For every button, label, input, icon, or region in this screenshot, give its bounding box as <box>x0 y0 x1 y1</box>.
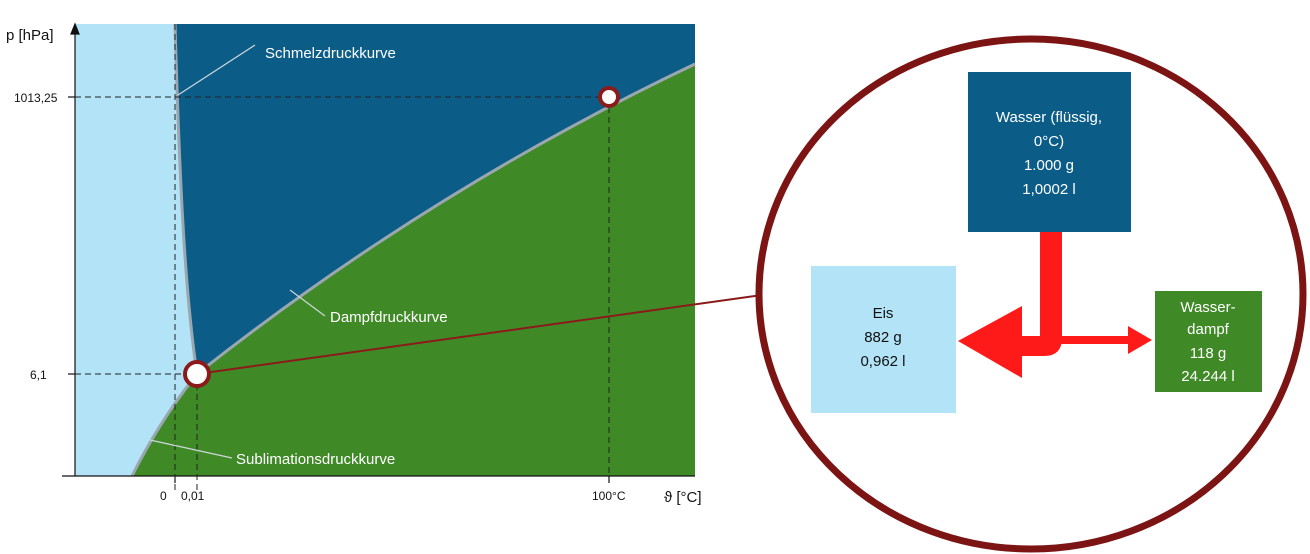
y-axis-arrow <box>70 22 80 35</box>
vapor-leader <box>289 289 326 317</box>
vapor-box-line-2: dampf <box>1187 321 1230 338</box>
ice-box-line-2: 882 g <box>864 329 902 346</box>
melting-leader <box>177 44 256 96</box>
evaporation-arrowhead <box>1128 326 1152 354</box>
freezing-arrowhead <box>958 306 1022 378</box>
melting-curve-label: Schmelzdruckkurve <box>265 45 396 62</box>
zoom-circle <box>755 35 1307 553</box>
water-box-line-2: 0°C) <box>1034 133 1064 150</box>
vapor-pressure-curve <box>196 62 696 376</box>
vapor-box-line-3: 118 g <box>1190 345 1226 362</box>
sublimation-curve-label: Sublimationsdruckkurve <box>236 451 395 468</box>
vapor-region <box>132 64 695 476</box>
boiling-point-marker <box>598 86 620 108</box>
curve-label-leaders <box>149 44 326 459</box>
sublimation-leader <box>149 439 233 459</box>
zoom-connector-line <box>196 294 763 375</box>
y-tick-label-6: 6,1 <box>30 368 47 382</box>
water-box-line-4: 1,0002 l <box>1022 181 1075 198</box>
evaporation-arrow-stem <box>1060 336 1135 344</box>
axes <box>62 22 695 483</box>
x-tick-label-001: 0,01 <box>181 489 205 503</box>
water-box <box>968 72 1131 232</box>
y-tick-label-1013: 1013,25 <box>14 91 58 105</box>
liquid-region <box>175 24 695 374</box>
guide-lines <box>75 24 610 490</box>
x-tick-label-100: 100°C <box>592 489 626 503</box>
x-axis-label: ϑ [°C] <box>664 489 702 506</box>
melting-curve <box>173 23 199 375</box>
transition-arrows <box>958 232 1152 378</box>
ice-box-line-1: Eis <box>873 305 894 322</box>
triple-point-marker <box>183 360 211 388</box>
vapor-box-line-4: 24.244 l <box>1181 368 1234 385</box>
y-axis-label: p [hPa] <box>6 27 54 44</box>
water-box-line-3: 1.000 g <box>1024 157 1074 174</box>
x-tick-label-0: 0 <box>160 489 167 503</box>
vapor-curve-label: Dampfdruckkurve <box>330 309 448 326</box>
ice-box <box>811 266 956 413</box>
vapor-box <box>1155 291 1262 392</box>
freezing-arrow-stem <box>1004 232 1062 356</box>
water-box-line-1: Wasser (flüssig, <box>996 109 1102 126</box>
ice-box-line-3: 0,962 l <box>860 353 905 370</box>
vapor-box-line-1: Wasser- <box>1180 299 1235 316</box>
